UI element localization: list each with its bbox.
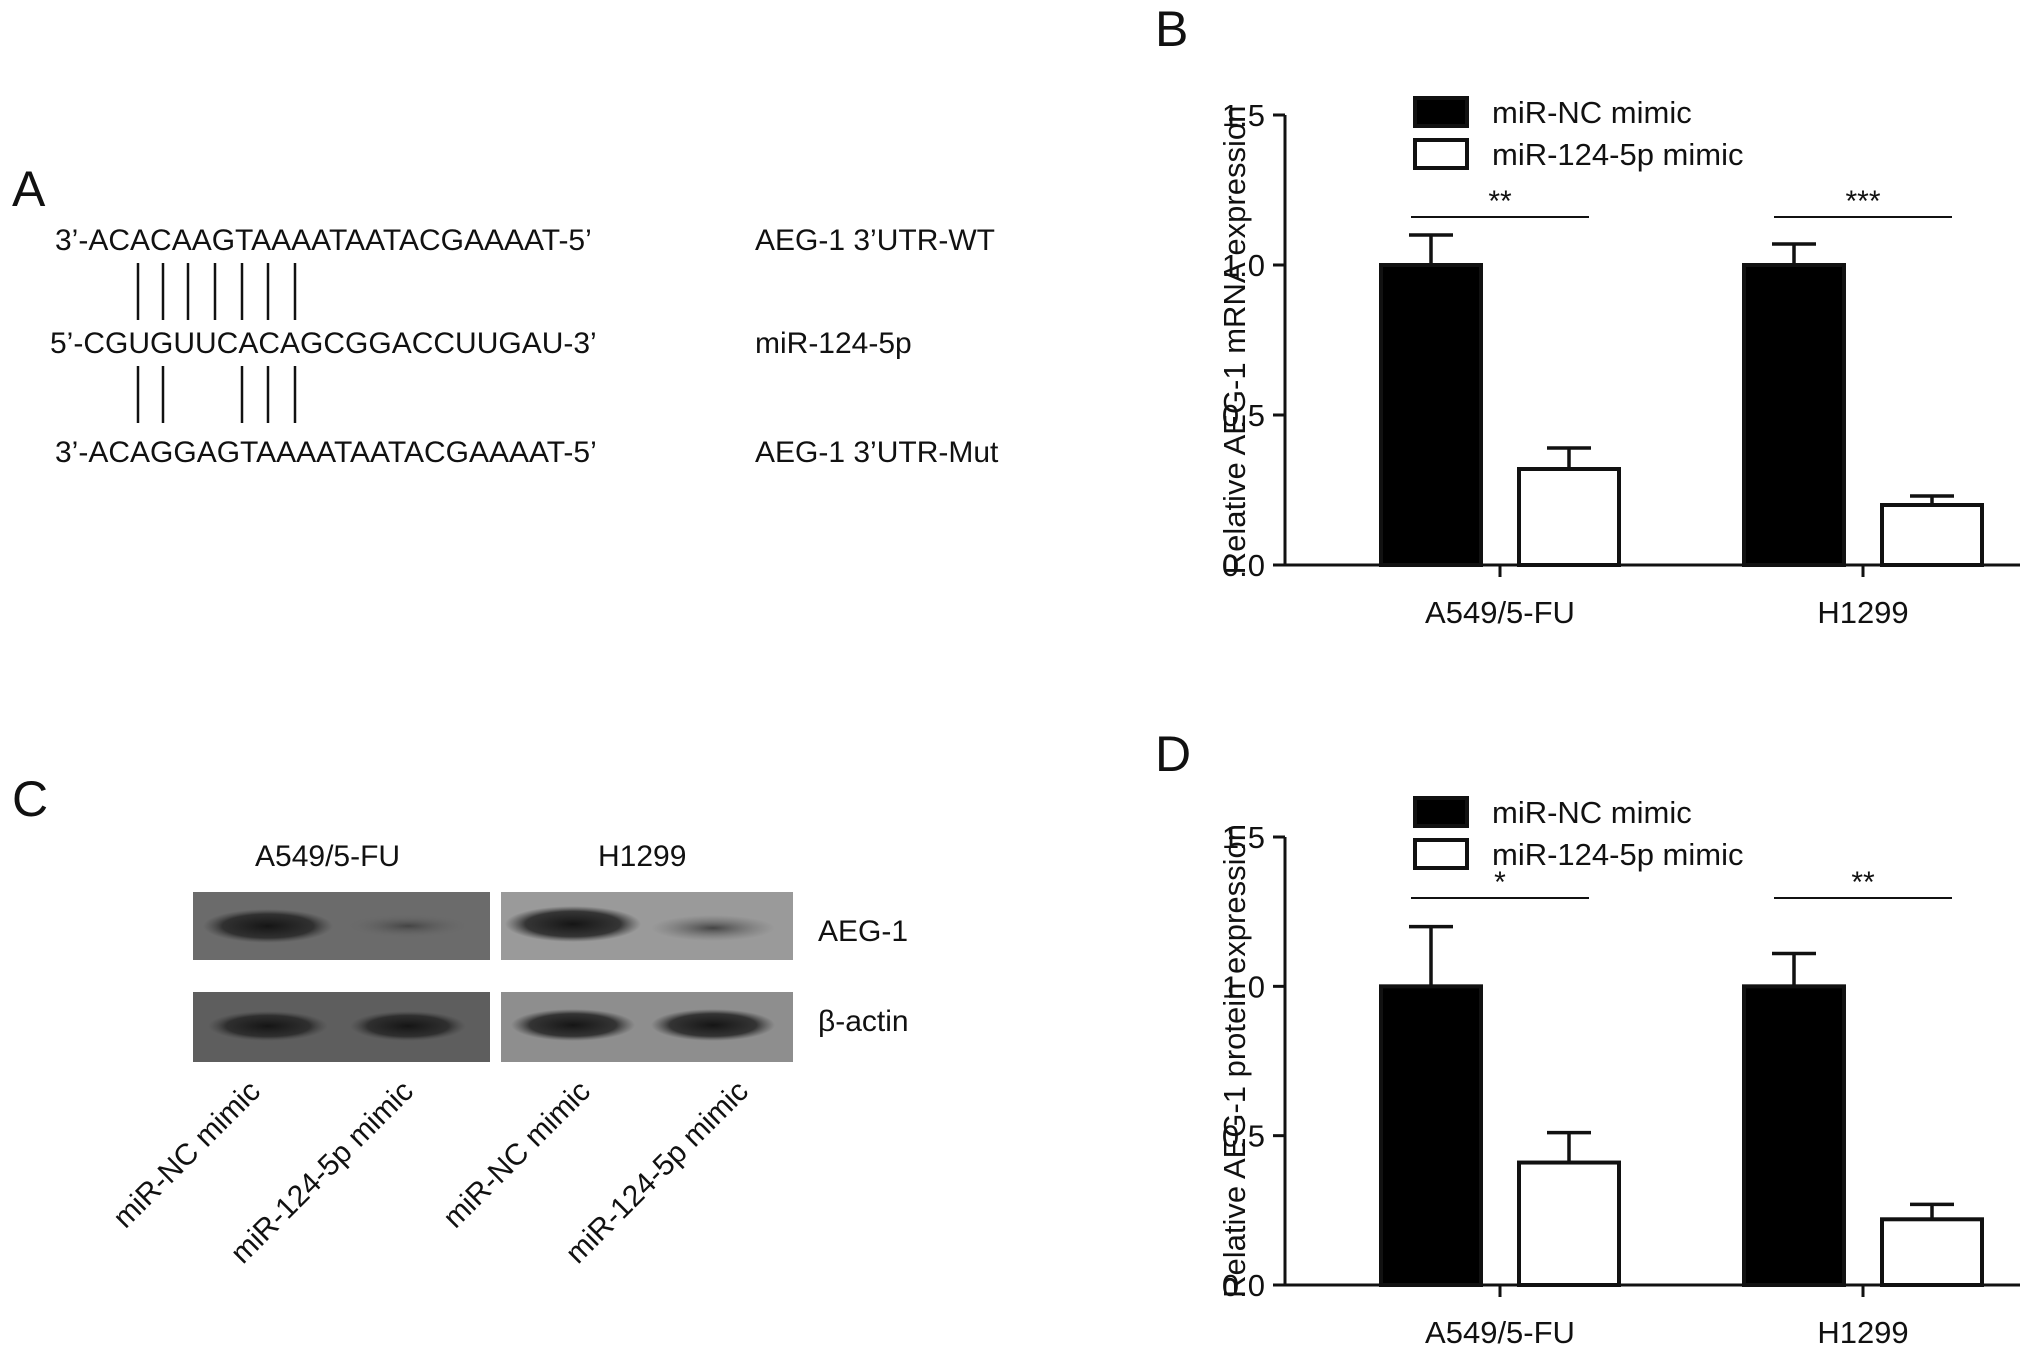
base-pair-lines <box>136 263 297 423</box>
significance-marker: ** <box>1851 866 1875 899</box>
y-tick-label: 0.5 <box>1222 1119 1265 1154</box>
band-aeg1-2 <box>346 914 470 938</box>
bar <box>1517 467 1621 567</box>
legend-label: miR-124-5p mimic <box>1492 137 1743 172</box>
y-tick-label: 0.0 <box>1222 1268 1265 1303</box>
x-tick-label: H1299 <box>1817 595 1908 630</box>
bar <box>1880 1217 1984 1287</box>
band-actin-4 <box>651 1009 775 1041</box>
mirna-sequence-label: miR-124-5p <box>755 327 912 360</box>
bar <box>1517 1160 1621 1287</box>
blot-lane-labels: miR-NC mimic miR-124-5p mimic miR-NC mim… <box>107 1075 755 1270</box>
y-tick-label: 1.0 <box>1222 969 1265 1004</box>
bar <box>1379 984 1483 1287</box>
significance-marker: * <box>1494 866 1506 899</box>
band-actin-3 <box>511 1009 635 1041</box>
lane-label-3: miR-NC mimic <box>437 1075 597 1235</box>
y-tick-label: 0.5 <box>1222 398 1265 433</box>
bar <box>1742 263 1846 567</box>
x-tick-label: A549/5-FU <box>1425 595 1575 630</box>
y-tick-label: 1.5 <box>1222 820 1265 855</box>
mut-sequence-label: AEG-1 3’UTR-Mut <box>755 436 999 469</box>
panel-b-label: B <box>1155 1 1189 57</box>
legend-label: miR-NC mimic <box>1492 795 1692 830</box>
band-aeg1-3 <box>505 906 641 942</box>
x-tick-label: A549/5-FU <box>1425 1315 1575 1350</box>
blot-group-h1299: H1299 <box>598 840 687 873</box>
blot-image <box>193 892 793 1062</box>
bar <box>1379 263 1483 567</box>
legend-label: miR-124-5p mimic <box>1492 837 1743 872</box>
lane-label-1: miR-NC mimic <box>107 1075 267 1235</box>
bar <box>1880 503 1984 567</box>
panel-d-label: D <box>1155 726 1192 782</box>
x-tick-label: H1299 <box>1817 1315 1908 1350</box>
mut-sequence: 3’-ACAGGAGTAAAATAATACGAAAAT-5’ <box>55 436 597 469</box>
band-aeg1-4 <box>651 915 775 941</box>
panel-a-label: A <box>12 161 46 217</box>
y-tick-label: 1.5 <box>1222 98 1265 133</box>
mirna-sequence: 5’-CGUGUUCACAGCGGACCUUGAU-3’ <box>50 327 597 360</box>
legend-swatch <box>1413 138 1469 170</box>
significance-marker: ** <box>1488 185 1512 218</box>
panel-c-label: C <box>12 771 49 827</box>
bar <box>1742 984 1846 1287</box>
band-aeg1-1 <box>203 909 333 943</box>
legend-label: miR-NC mimic <box>1492 95 1692 130</box>
band-actin-2 <box>350 1011 466 1041</box>
legend-swatch <box>1413 838 1469 870</box>
band-actin-1 <box>208 1011 328 1041</box>
blot-row-actin: β-actin <box>818 1005 909 1038</box>
blot-row-aeg1: AEG-1 <box>818 915 909 948</box>
wt-sequence: 3’-ACACAAGTAAAATAATACGAAAAT-5’ <box>55 224 592 257</box>
blot-group-a549: A549/5-FU <box>255 840 401 873</box>
wt-sequence-label: AEG-1 3’UTR-WT <box>755 224 995 257</box>
legend-swatch <box>1413 796 1469 828</box>
y-axis-title: Relative AEG-1 mRNA expression <box>1217 106 1252 575</box>
legend-swatch <box>1413 96 1469 128</box>
significance-marker: *** <box>1845 185 1880 218</box>
y-axis-title: Relative AEG-1 protein expression <box>1217 824 1252 1298</box>
y-tick-label: 1.0 <box>1222 248 1265 283</box>
y-tick-label: 0.0 <box>1222 548 1265 583</box>
